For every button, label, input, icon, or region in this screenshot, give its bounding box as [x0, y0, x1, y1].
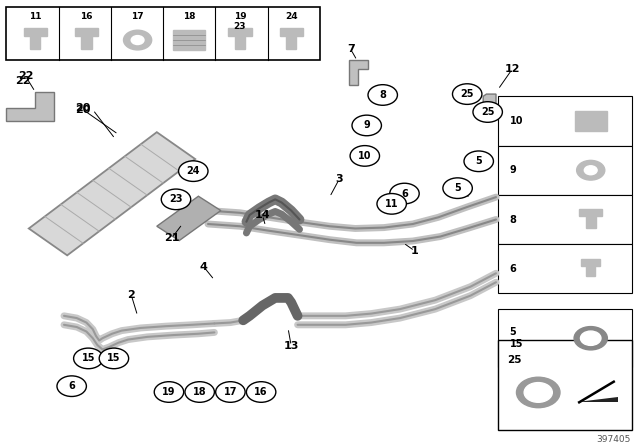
Polygon shape [157, 196, 221, 241]
Polygon shape [349, 60, 368, 85]
Polygon shape [29, 132, 195, 255]
Text: 17: 17 [131, 12, 144, 21]
Text: 18: 18 [193, 387, 207, 397]
Bar [498, 146, 632, 195]
Polygon shape [483, 94, 496, 105]
Bar [173, 30, 205, 50]
Circle shape [99, 348, 129, 369]
Text: 2: 2 [127, 290, 135, 300]
Bar [579, 209, 602, 216]
Text: 5: 5 [454, 183, 461, 193]
Bar [586, 216, 596, 228]
Text: 24: 24 [186, 166, 200, 176]
Text: 397405: 397405 [596, 435, 630, 444]
Circle shape [580, 331, 601, 345]
Bar [286, 36, 296, 49]
Text: 16: 16 [254, 387, 268, 397]
Text: 10: 10 [358, 151, 372, 161]
Text: 6: 6 [401, 189, 408, 198]
Text: 19: 19 [162, 387, 176, 397]
Bar [498, 195, 632, 244]
Circle shape [216, 382, 245, 402]
Circle shape [57, 376, 86, 396]
Circle shape [124, 30, 152, 50]
Polygon shape [577, 397, 618, 402]
Circle shape [574, 327, 607, 350]
Bar [575, 111, 607, 131]
Circle shape [368, 85, 397, 105]
Text: 20: 20 [76, 103, 91, 113]
Text: 19
23: 19 23 [234, 12, 246, 31]
Text: 14: 14 [255, 210, 270, 220]
Text: 4: 4 [200, 262, 207, 271]
Circle shape [185, 382, 214, 402]
Text: 5: 5 [476, 156, 482, 166]
Text: 20: 20 [76, 105, 91, 115]
Circle shape [577, 160, 605, 180]
Bar [581, 259, 600, 266]
Text: 23: 23 [169, 194, 183, 204]
Text: 24: 24 [285, 12, 298, 21]
Circle shape [161, 189, 191, 210]
Circle shape [131, 35, 144, 44]
Text: 16: 16 [80, 12, 93, 21]
Text: 21: 21 [164, 233, 179, 243]
Text: 25: 25 [481, 107, 495, 117]
Circle shape [246, 382, 276, 402]
Bar [586, 266, 595, 276]
Text: 22: 22 [18, 71, 33, 81]
Bar [280, 28, 303, 36]
Text: 25: 25 [460, 89, 474, 99]
Text: 8: 8 [509, 215, 516, 224]
Circle shape [584, 166, 597, 175]
Bar [498, 340, 632, 430]
Text: 13: 13 [284, 341, 299, 351]
Bar [75, 28, 98, 36]
Text: 6: 6 [68, 381, 75, 391]
Bar [498, 309, 632, 367]
Text: 25: 25 [507, 355, 522, 365]
Bar [498, 244, 632, 293]
Text: 7: 7 [347, 44, 355, 54]
Text: 6: 6 [509, 264, 516, 274]
Text: 3: 3 [335, 174, 343, 184]
Text: 15: 15 [107, 353, 121, 363]
Circle shape [352, 115, 381, 136]
Text: 15: 15 [81, 353, 95, 363]
Text: 11: 11 [385, 199, 399, 209]
Circle shape [390, 183, 419, 204]
Circle shape [377, 194, 406, 214]
Polygon shape [6, 92, 54, 121]
Circle shape [473, 102, 502, 122]
Circle shape [516, 377, 560, 408]
Text: 12: 12 [504, 65, 520, 74]
Bar [81, 36, 92, 49]
Text: 9: 9 [509, 165, 516, 175]
Bar [498, 96, 632, 146]
Bar [235, 36, 245, 49]
Circle shape [452, 84, 482, 104]
Bar [6, 7, 320, 60]
Text: 1: 1 [411, 246, 419, 256]
Bar [24, 28, 47, 36]
Circle shape [350, 146, 380, 166]
Circle shape [179, 161, 208, 181]
Text: 17: 17 [223, 387, 237, 397]
Bar [228, 28, 252, 36]
Circle shape [154, 382, 184, 402]
Circle shape [443, 178, 472, 198]
Text: 5
15: 5 15 [509, 327, 523, 349]
Text: 22: 22 [15, 76, 30, 86]
Circle shape [524, 383, 552, 402]
Bar [30, 36, 40, 49]
Text: 18: 18 [182, 12, 195, 21]
Text: 8: 8 [380, 90, 386, 100]
Circle shape [464, 151, 493, 172]
Circle shape [74, 348, 103, 369]
Text: 10: 10 [509, 116, 523, 126]
Text: 9: 9 [364, 121, 370, 130]
Text: 11: 11 [29, 12, 42, 21]
